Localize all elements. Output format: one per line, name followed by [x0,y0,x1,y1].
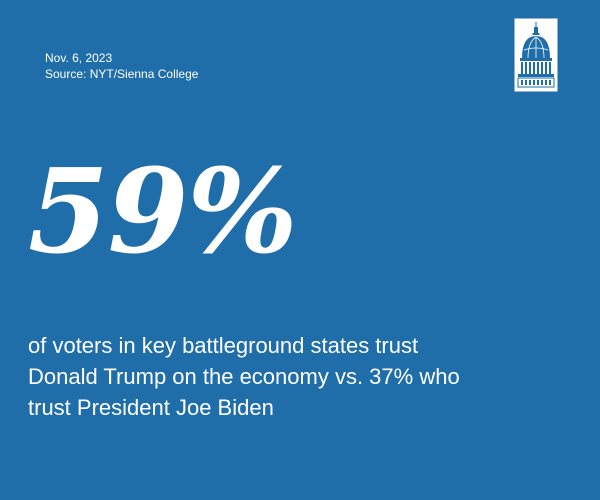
description-line: Donald Trump on the economy vs. 37% who [28,364,460,389]
date-text: Nov. 6, 2023 [45,51,113,65]
description-line: of voters in key battleground states tru… [28,333,419,358]
description-line: trust President Joe Biden [28,395,274,420]
meta-info: Nov. 6, 2023 Source: NYT/Sienna College [45,50,198,82]
stat-description: of voters in key battleground states tru… [28,330,568,423]
source-text: Source: NYT/Sienna College [45,67,199,81]
capitol-dome-icon [514,18,558,92]
headline-stat: 59% [28,144,298,280]
